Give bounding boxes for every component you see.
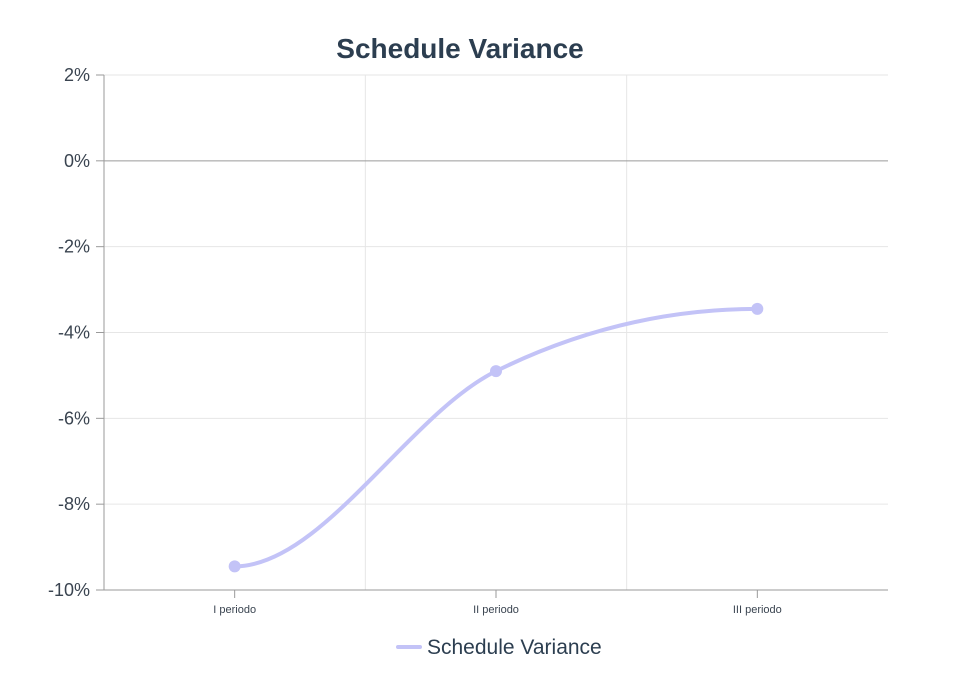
chart-title: Schedule Variance	[336, 33, 584, 64]
y-tick-label: -6%	[58, 408, 90, 428]
y-tick-label: -10%	[48, 580, 90, 600]
data-point	[490, 365, 502, 378]
data-point	[228, 560, 241, 573]
y-tick-label: -2%	[58, 237, 90, 257]
data-point	[751, 302, 764, 315]
y-tick-label: -8%	[58, 494, 90, 514]
y-tick-label: 0%	[64, 151, 90, 171]
legend-label: Schedule Variance	[427, 636, 602, 659]
x-tick-label: II periodo	[473, 604, 519, 616]
y-tick-label: -4%	[58, 323, 90, 343]
y-tick-label: 2%	[64, 65, 90, 85]
series-line	[232, 306, 760, 569]
x-tick-label: I periodo	[213, 604, 256, 616]
x-tick-label: III periodo	[733, 604, 782, 616]
